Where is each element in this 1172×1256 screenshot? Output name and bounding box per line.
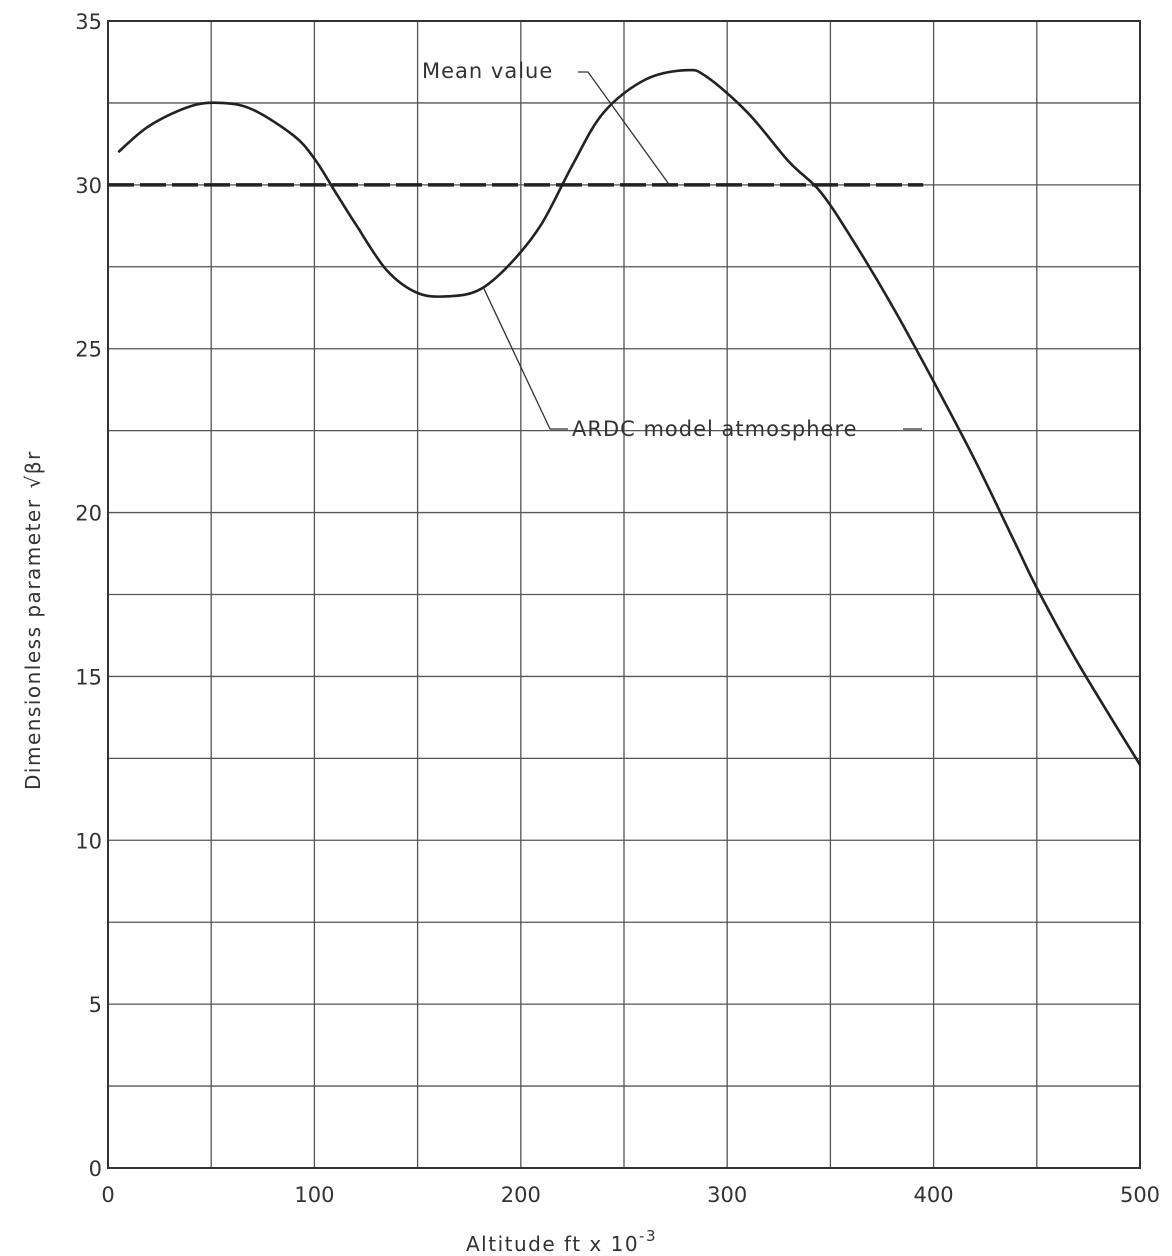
grid (108, 21, 1140, 1168)
mean-value-leader (578, 71, 670, 186)
ardc-leader (483, 287, 568, 430)
y-tick-label: 30 (75, 174, 102, 198)
y-tick-label: 25 (75, 338, 102, 362)
series-ardc-model-atmosphere-line (117, 68, 1142, 766)
x-tick-label: 400 (914, 1183, 954, 1207)
x-tick-label: 300 (707, 1183, 747, 1207)
x-axis-label-exponent: -3 (639, 1227, 657, 1245)
x-axis-label-text: Altitude ft x 10 (466, 1232, 639, 1256)
x-tick-label: 200 (501, 1183, 541, 1207)
annotation-leaders (483, 71, 922, 430)
series-layer (108, 68, 1142, 766)
y-axis-label: Dimensionless parameter √βr (21, 450, 45, 790)
x-axis-label: Altitude ft x 10-3 (466, 1227, 657, 1256)
x-tick-labels: 0 100 200 300 400 500 (101, 1183, 1160, 1207)
y-tick-label: 35 (75, 10, 102, 34)
annotation-mean-value: Mean value (422, 59, 553, 83)
plot-frame (107, 20, 1141, 1169)
x-tick-label: 100 (294, 1183, 334, 1207)
y-axis-label-text: Dimensionless parameter (21, 499, 45, 790)
y-tick-label: 5 (89, 993, 102, 1017)
x-tick-label: 0 (101, 1183, 114, 1207)
y-tick-label: 10 (75, 829, 102, 853)
y-axis-label-symbol: √βr (21, 450, 45, 488)
x-tick-label: 500 (1120, 1183, 1160, 1207)
y-tick-label: 15 (75, 665, 102, 689)
y-tick-label: 20 (75, 502, 102, 526)
y-tick-labels: 0 5 10 15 20 25 30 35 (75, 10, 102, 1181)
y-tick-label: 0 (89, 1157, 102, 1181)
annotation-ardc-model-atmosphere: ARDC model atmosphere (572, 417, 858, 441)
